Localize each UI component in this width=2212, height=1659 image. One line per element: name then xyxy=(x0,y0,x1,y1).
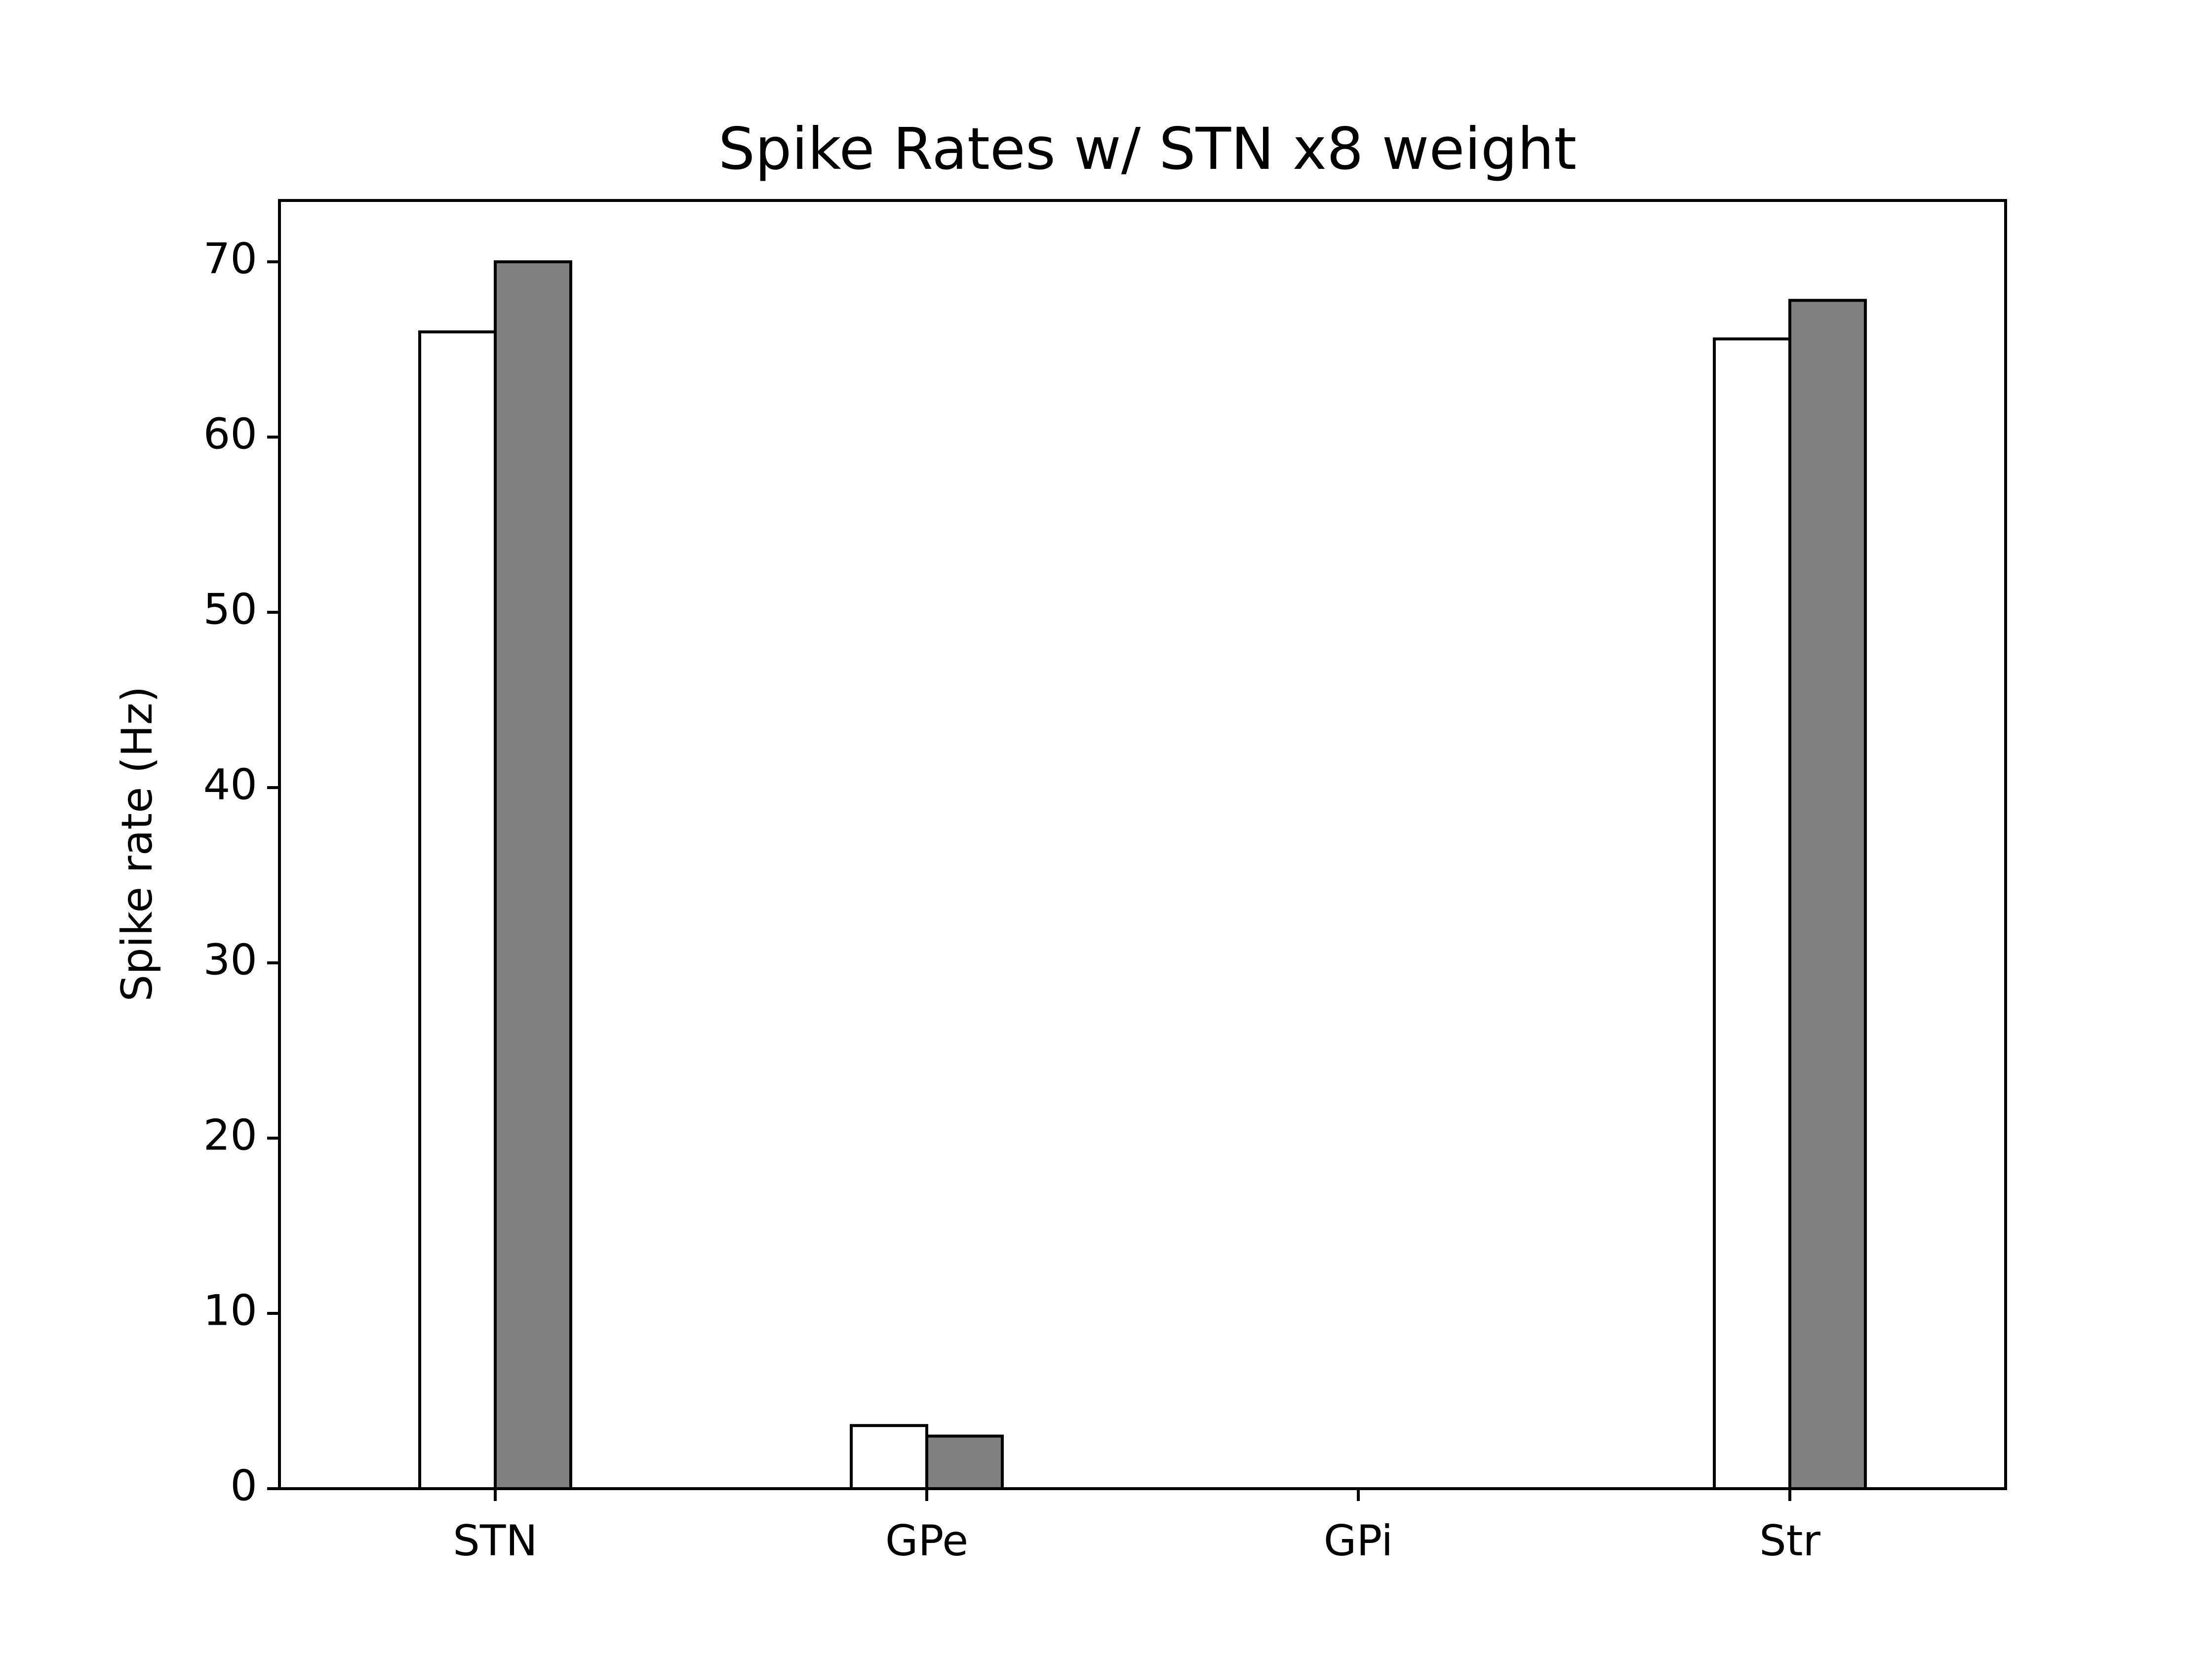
y-tick-label: 0 xyxy=(230,1461,257,1510)
plot-frame xyxy=(278,199,2007,1490)
y-tick-label: 10 xyxy=(203,1286,257,1335)
x-axis-ticks: STN GPe GPi Str xyxy=(453,1489,1820,1566)
x-tick-label-str: Str xyxy=(1759,1516,1820,1566)
y-tick-label: 20 xyxy=(203,1110,257,1160)
x-tick-label-stn: STN xyxy=(453,1516,537,1566)
y-tick-label: 60 xyxy=(203,410,257,459)
bars-group xyxy=(418,260,1867,1491)
bar-gpe-series-1 xyxy=(850,1424,929,1490)
bar-stn-series-1 xyxy=(418,330,497,1490)
y-tick-label: 50 xyxy=(203,585,257,634)
x-tick-label-gpi: GPi xyxy=(1324,1516,1393,1566)
x-tick-label-gpe: GPe xyxy=(885,1516,968,1566)
bar-stn-series-2 xyxy=(494,260,572,1491)
y-tick-label: 40 xyxy=(203,760,257,810)
y-tick-label: 70 xyxy=(203,235,257,284)
bar-str-series-1 xyxy=(1713,337,1792,1491)
y-tick-label: 30 xyxy=(203,936,257,985)
y-axis-ticks: 0 10 20 30 40 50 60 70 xyxy=(203,235,279,1510)
y-axis-label: Spike rate (Hz) xyxy=(113,686,162,1002)
bar-str-series-2 xyxy=(1788,299,1867,1491)
chart-title: Spike Rates w/ STN x8 weight xyxy=(718,115,1577,183)
bar-gpe-series-2 xyxy=(925,1434,1004,1491)
